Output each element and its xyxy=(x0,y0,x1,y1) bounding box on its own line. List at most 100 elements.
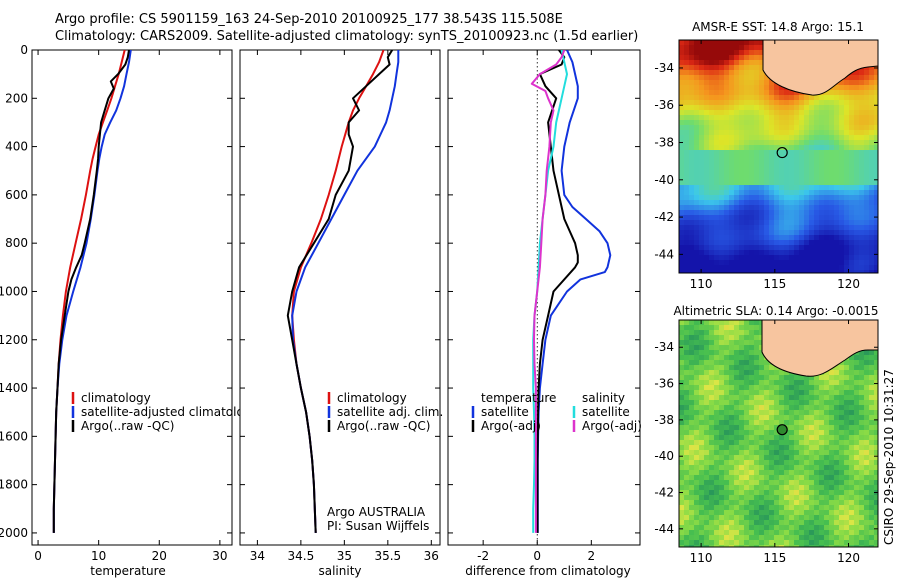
sst-field-cell xyxy=(684,85,690,91)
sst-field-cell xyxy=(729,210,735,216)
sst-field-cell xyxy=(854,270,860,273)
sst-field-cell xyxy=(834,190,840,196)
sst-field-cell xyxy=(699,255,705,261)
sla-field-cell xyxy=(794,380,800,386)
sst-field-cell xyxy=(784,235,790,241)
sla-field-cell xyxy=(749,375,755,381)
sst-field-cell xyxy=(854,70,860,76)
sla-field-cell xyxy=(779,410,785,416)
sst-field-cell xyxy=(754,120,760,126)
sla-field-cell xyxy=(739,505,745,511)
sst-field-cell xyxy=(709,200,715,206)
sla-field-cell xyxy=(679,530,685,536)
sst-field-cell xyxy=(724,140,730,146)
sst-field-cell xyxy=(839,115,845,121)
sst-field-cell xyxy=(819,255,825,261)
sst-field-cell xyxy=(869,270,875,273)
sla-field-cell xyxy=(854,445,860,451)
sst-field-cell xyxy=(759,80,765,86)
sst-field-cell xyxy=(679,150,685,156)
sla-field-cell xyxy=(744,395,750,401)
sla-field-cell xyxy=(769,540,775,546)
sst-field-cell xyxy=(794,210,800,216)
sla-field-cell xyxy=(749,545,755,547)
sla-field-cell xyxy=(724,385,730,391)
sla-field-cell xyxy=(864,465,870,471)
depth-tick-label: 0 xyxy=(20,43,28,57)
legend-label-sal-argo: Argo(-adj) xyxy=(582,419,642,433)
sla-field-cell xyxy=(744,455,750,461)
sst-field-cell xyxy=(714,70,720,76)
sla-field-cell xyxy=(744,470,750,476)
sst-field-cell xyxy=(844,205,850,211)
sst-field-cell xyxy=(684,145,690,151)
sst-field-cell xyxy=(679,115,685,121)
sla-field-cell xyxy=(734,425,740,431)
sst-field-cell xyxy=(714,215,720,221)
sst-field-cell xyxy=(769,225,775,231)
sla-field-cell xyxy=(849,505,855,511)
sst-field-cell xyxy=(699,265,705,271)
sst-field-cell xyxy=(719,85,725,91)
sla-field-cell xyxy=(834,460,840,466)
sst-field-cell xyxy=(769,150,775,156)
sla-field-cell xyxy=(849,540,855,546)
sla-field-cell xyxy=(834,465,840,471)
sla-field-cell xyxy=(769,410,775,416)
sla-field-cell xyxy=(854,385,860,391)
sla-field-cell xyxy=(874,365,878,371)
sla-field-cell xyxy=(704,320,710,326)
sst-field-cell xyxy=(724,235,730,241)
sla-field-cell xyxy=(714,365,720,371)
sst-field-cell xyxy=(784,260,790,266)
sst-field-cell xyxy=(869,235,875,241)
sla-field-cell xyxy=(859,425,865,431)
sla-field-cell xyxy=(749,370,755,376)
sla-field-cell xyxy=(799,480,805,486)
sst-field-cell xyxy=(774,200,780,206)
sst-field-cell xyxy=(699,65,705,71)
sla-field-cell xyxy=(689,510,695,516)
sst-field-cell xyxy=(819,125,825,131)
sst-field-cell xyxy=(814,255,820,261)
sst-field-cell xyxy=(739,75,745,81)
sst-field-cell xyxy=(729,120,735,126)
sla-field-cell xyxy=(874,355,878,361)
sst-field-cell xyxy=(834,220,840,226)
sla-field-cell xyxy=(769,530,775,536)
sst-field-cell xyxy=(819,240,825,246)
sla-field-cell xyxy=(844,385,850,391)
sla-field-cell xyxy=(704,480,710,486)
sla-field-cell xyxy=(774,500,780,506)
sla-field-cell xyxy=(829,505,835,511)
sst-field-cell xyxy=(684,80,690,86)
sst-field-cell xyxy=(704,45,710,51)
sst-field-cell xyxy=(684,65,690,71)
sst-field-cell xyxy=(744,145,750,151)
sla-field-cell xyxy=(759,350,765,356)
sla-field-cell xyxy=(824,435,830,441)
sla-field-cell xyxy=(679,415,685,421)
sst-field-cell xyxy=(749,200,755,206)
sst-field-cell xyxy=(729,230,735,236)
sla-field-cell xyxy=(724,365,730,371)
sla-field-cell xyxy=(724,540,730,546)
sla-field-cell xyxy=(684,365,690,371)
sla-field-cell xyxy=(739,410,745,416)
sst-field-cell xyxy=(729,75,735,81)
sst-field-cell xyxy=(689,110,695,116)
sst-field-cell xyxy=(869,215,875,221)
sla-field-cell xyxy=(684,545,690,547)
sst-field-cell xyxy=(794,125,800,131)
sst-field-cell xyxy=(844,85,850,91)
sla-field-cell xyxy=(809,415,815,421)
sst-field-cell xyxy=(864,145,870,151)
sla-field-cell xyxy=(739,370,745,376)
sla-field-cell xyxy=(679,440,685,446)
sst-field-cell xyxy=(699,190,705,196)
depth-tick-label: 1800 xyxy=(0,478,28,492)
sla-field-cell xyxy=(734,385,740,391)
sst-field-cell xyxy=(714,40,720,46)
sst-field-cell xyxy=(849,190,855,196)
sst-field-cell xyxy=(874,185,878,191)
